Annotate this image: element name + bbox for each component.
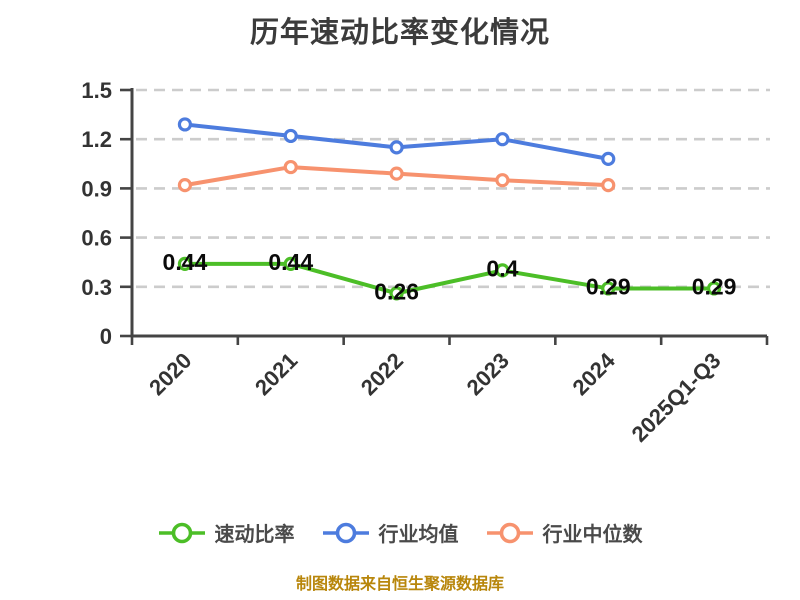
data-point-label: 0.44 — [268, 249, 313, 275]
data-point — [601, 151, 616, 166]
legend-line-marker-icon — [486, 522, 533, 543]
legend-label: 速动比率 — [214, 524, 295, 546]
data-point — [283, 159, 298, 175]
x-axis-tick-label: 2025Q1-Q3 — [627, 348, 726, 447]
x-axis-tick-label: 2021 — [250, 348, 302, 400]
data-source-note: 制图数据来自恒生聚源数据库 — [295, 576, 504, 593]
legend-label: 行业中位数 — [542, 524, 643, 546]
legend-line-marker-icon — [158, 522, 205, 543]
data-point — [601, 281, 616, 296]
legend-line-marker-icon — [322, 522, 369, 543]
y-axis-tick-label: 0.3 — [81, 275, 112, 300]
y-axis-tick-label: 1.5 — [81, 78, 112, 103]
series-line — [182, 261, 717, 296]
data-point — [283, 128, 298, 144]
data-point-label: 0.4 — [486, 255, 518, 281]
data-point — [495, 132, 510, 147]
legend-label: 行业均值 — [378, 524, 459, 546]
x-axis-tick-label: 2024 — [567, 347, 620, 400]
data-point — [389, 286, 404, 301]
y-axis-tick-label: 0 — [100, 324, 112, 349]
y-axis-tick-label: 0.6 — [81, 226, 112, 251]
y-axis-tick-label: 1.2 — [81, 127, 112, 152]
legend: 速动比率 行业均值 行业中位数 — [0, 518, 800, 547]
line-chart-plot: 0 0.3 0.6 0.9 1.2 1.5 2020 2021 2022 2023 2024 2025… — [81, 78, 770, 447]
legend-item-industry-average[interactable]: 行业均值 — [322, 518, 459, 547]
data-point — [706, 281, 722, 296]
data-point — [283, 256, 298, 271]
data-point-label: 0.44 — [163, 249, 208, 275]
data-point — [177, 178, 193, 193]
data-point — [389, 166, 404, 181]
data-point — [177, 256, 193, 271]
data-point — [389, 140, 404, 155]
data-point-label: 0.29 — [692, 273, 737, 299]
y-axis-tick-label: 0.9 — [81, 176, 112, 201]
legend-item-quick-ratio[interactable]: 速动比率 — [158, 518, 295, 547]
x-axis-tick-label: 2022 — [356, 348, 408, 400]
data-point — [601, 178, 616, 193]
data-point — [495, 173, 510, 188]
x-axis-tick-label: 2023 — [462, 348, 514, 400]
data-point — [495, 263, 510, 278]
chart-title: 历年速动比率变化情况 — [249, 17, 550, 49]
data-point — [177, 117, 193, 132]
data-point-label: 0.29 — [586, 273, 631, 299]
x-axis-tick-label: 2020 — [144, 348, 196, 400]
data-point-label: 0.26 — [374, 278, 419, 304]
legend-item-industry-median[interactable]: 行业中位数 — [486, 518, 643, 547]
